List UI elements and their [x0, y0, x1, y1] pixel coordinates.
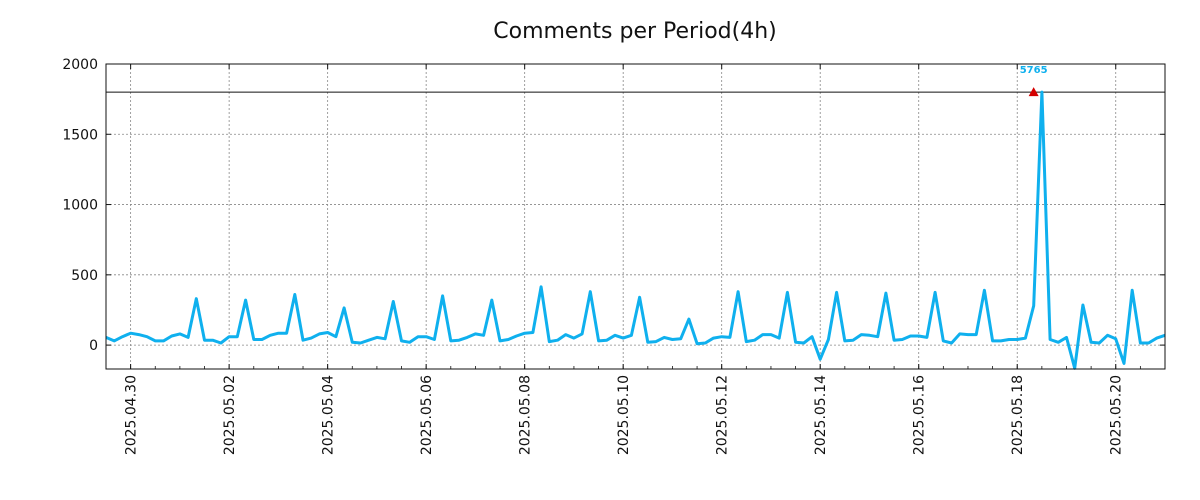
y-axis: 0 500 1000 1500 2000	[62, 57, 1165, 354]
x-tick-label: 2025.05.12	[715, 375, 731, 455]
annotation-layer: 5765	[1020, 65, 1048, 97]
x-tick-label: 2025.04.30	[124, 375, 140, 455]
x-tick-label: 2025.05.02	[222, 375, 238, 455]
x-tick-label: 2025.05.08	[518, 375, 534, 455]
x-tick-label: 2025.05.16	[912, 375, 928, 455]
series-layer	[105, 90, 1166, 370]
plot-frame	[105, 63, 1166, 370]
x-axis: 2025.04.30 2025.05.02 2025.05.04 2025.05.06…	[105, 64, 1166, 455]
y-tick-label: 1500	[62, 127, 98, 143]
x-tick-label: 2025.05.14	[813, 375, 829, 455]
series-line	[105, 90, 1166, 370]
x-tick-label: 2025.05.18	[1010, 375, 1026, 455]
plot-frame-layer	[105, 63, 1166, 370]
chart-title: Comments per Period(4h)	[493, 19, 777, 44]
y-tick-label: 0	[89, 338, 98, 354]
y-tick-label: 1000	[62, 198, 98, 214]
y-tick-label: 500	[71, 268, 98, 284]
x-tick-label: 2025.05.20	[1109, 375, 1125, 455]
x-tick-label: 2025.05.04	[321, 375, 337, 455]
x-tick-label: 2025.05.06	[419, 375, 435, 455]
x-tick-label: 2025.05.10	[616, 375, 632, 455]
y-tick-label: 2000	[62, 57, 98, 73]
peak-label: 5765	[1020, 65, 1048, 76]
peak-marker	[1028, 87, 1039, 97]
